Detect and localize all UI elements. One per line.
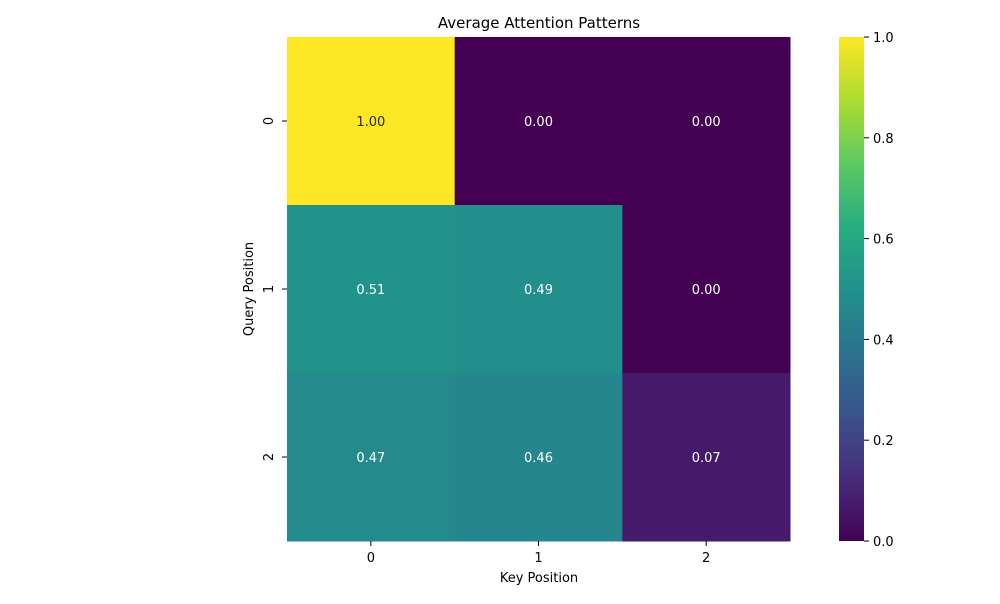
y-axis-label: Query Position	[242, 242, 257, 336]
colorbar-gradient	[839, 37, 864, 541]
heatmap-cells	[287, 37, 791, 542]
cell-value-label: 1.00	[356, 115, 385, 130]
heatmap-cell-r2-c1	[454, 373, 623, 542]
cell-value-label: 0.07	[692, 451, 721, 466]
colorbar: 0.0 0.2 0.4 0.6 0.8 1.0	[839, 31, 894, 550]
cell-annotations: 1.00 0.00 0.00 0.51 0.49 0.00 0.47 0.46 0.07	[356, 115, 720, 466]
x-tick-label: 2	[702, 551, 710, 566]
x-tick-label: 1	[534, 551, 542, 566]
chart-title: Average Attention Patterns	[438, 14, 640, 32]
heatmap-cell-r1-c2	[622, 205, 791, 374]
colorbar-tick-label: 1.0	[873, 31, 894, 46]
x-axis: 0 1 2	[367, 541, 710, 566]
cell-value-label: 0.51	[356, 283, 385, 298]
cell-value-label: 0.00	[692, 283, 721, 298]
cell-value-label: 0.00	[692, 115, 721, 130]
colorbar-tick-label: 0.2	[873, 434, 894, 449]
cell-value-label: 0.00	[524, 115, 553, 130]
cell-value-label: 0.47	[356, 451, 385, 466]
colorbar-tick-label: 0.0	[873, 535, 894, 550]
heatmap-cell-r0-c2	[622, 37, 791, 206]
x-tick-label: 0	[367, 551, 375, 566]
heatmap-cell-r1-c1	[454, 205, 623, 374]
cell-value-label: 0.49	[524, 283, 553, 298]
heatmap-cell-r0-c1	[454, 37, 623, 206]
y-tick-label: 0	[262, 117, 277, 125]
heatmap-cell-r0-c0	[287, 37, 456, 206]
heatmap-cell-r1-c0	[287, 205, 456, 374]
heatmap-cell-r2-c0	[287, 373, 456, 542]
heatmap-cell-r2-c2	[622, 373, 791, 542]
y-tick-label: 2	[262, 453, 277, 461]
colorbar-tick-label: 0.4	[873, 333, 894, 348]
x-axis-label: Key Position	[500, 571, 578, 586]
colorbar-tick-label: 0.8	[873, 132, 894, 147]
colorbar-tick-label: 0.6	[873, 233, 894, 248]
cell-value-label: 0.46	[524, 451, 553, 466]
y-tick-label: 1	[262, 285, 277, 293]
y-axis: 0 1 2	[262, 117, 287, 461]
